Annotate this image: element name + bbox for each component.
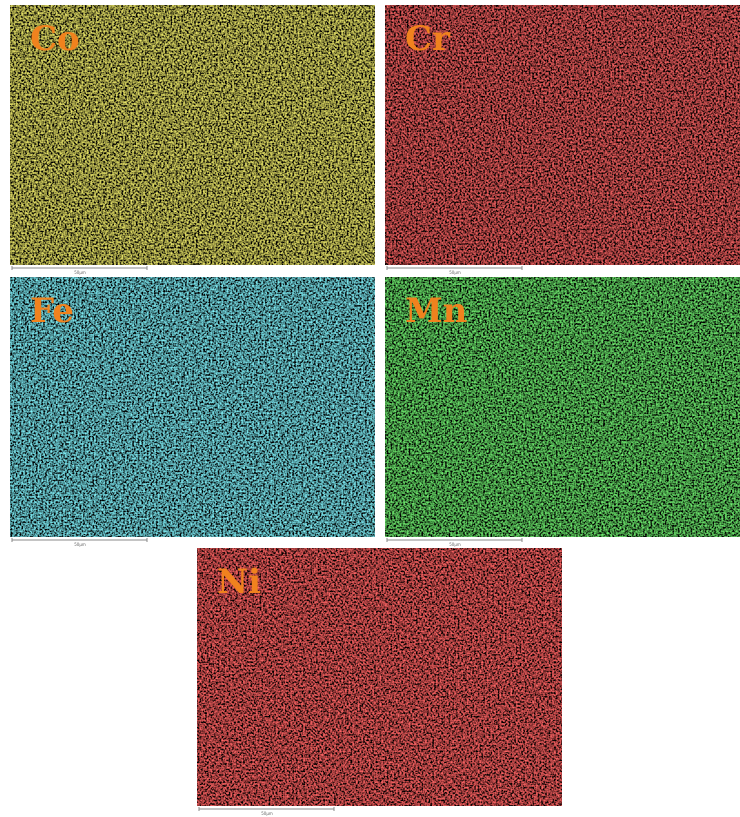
element-label: Cr xyxy=(405,19,451,59)
map-panel: Mn 50μm xyxy=(385,277,740,547)
scale-bar-label: 50μm xyxy=(449,270,461,275)
scale-bar-label: 50μm xyxy=(261,811,273,816)
element-label: Ni xyxy=(217,562,261,602)
map-panel: Fe 50μm xyxy=(10,277,375,547)
element-label: Fe xyxy=(30,291,74,331)
map-panel: Ni 50μm xyxy=(197,548,562,816)
map-panel: Cr 50μm xyxy=(385,5,740,275)
element-label: Mn xyxy=(405,291,467,331)
scale-bar-label: 50μm xyxy=(449,542,461,547)
eds-map-figure: Co 50μm Cr 50μm Fe 50μm Mn 50μm Ni 50μm xyxy=(0,0,740,817)
map-panel: Co 50μm xyxy=(10,5,375,275)
scale-bar-label: 50μm xyxy=(74,542,86,547)
element-label: Co xyxy=(30,19,80,59)
scale-bar-label: 50μm xyxy=(74,270,86,275)
